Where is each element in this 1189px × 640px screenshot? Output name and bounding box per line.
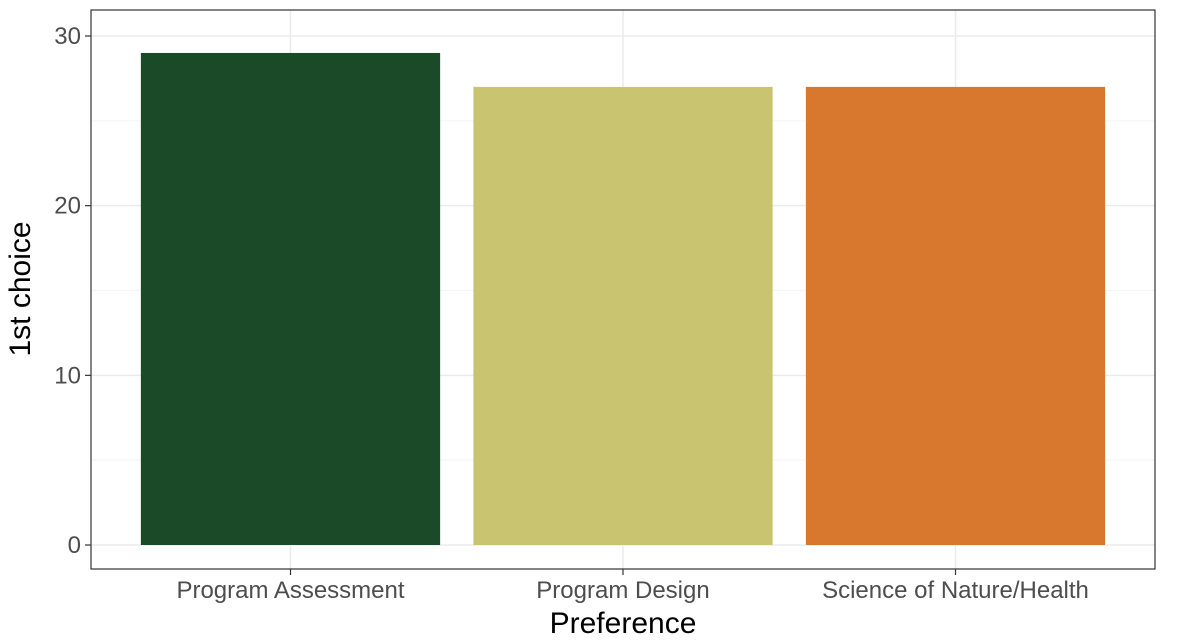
bar [805,86,1106,546]
bar [473,86,773,546]
axis-ticks [85,35,957,575]
x-tick-label: Program Assessment [176,577,404,604]
y-axis-title: 1st choice [4,221,37,356]
x-tick-label: Program Design [536,577,709,604]
x-axis-title: Preference [550,607,697,640]
x-tick-labels: Program Assessment Program Design Science … [176,577,1088,604]
y-tick-label: 10 [54,362,81,389]
bars [140,52,1106,546]
bar [140,52,441,545]
x-tick-label: Science of Nature/Health [822,577,1089,604]
y-tick-labels: 0 10 20 30 [54,23,81,559]
y-tick-label: 0 [68,532,81,559]
y-tick-label: 20 [54,193,81,220]
y-tick-label: 30 [54,23,81,50]
